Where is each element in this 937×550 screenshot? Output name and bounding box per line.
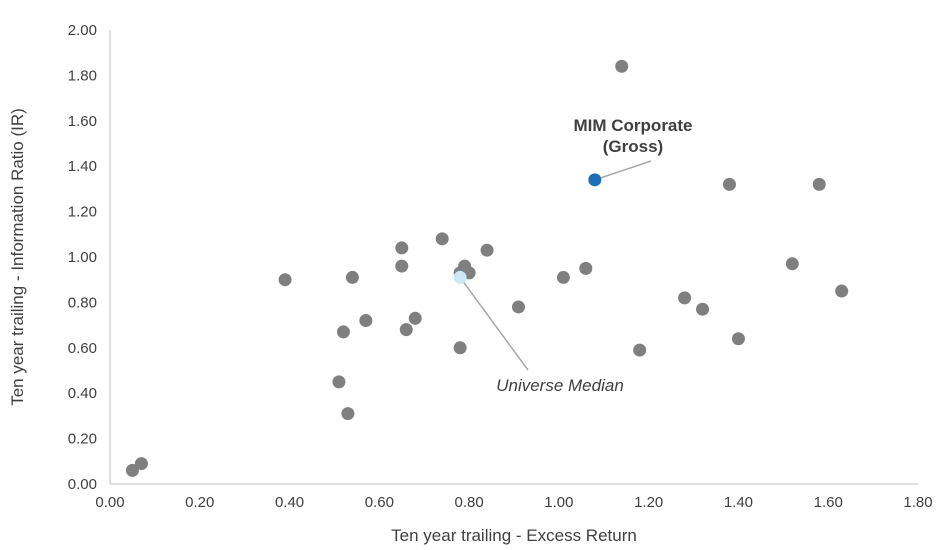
data-point	[812, 177, 826, 191]
data-point	[678, 291, 692, 305]
y-tick-label: 1.80	[68, 67, 97, 84]
x-tick-label: 0.00	[95, 494, 124, 511]
x-tick-label: 0.80	[455, 494, 484, 511]
x-tick-label: 0.60	[365, 494, 394, 511]
x-axis-title: Ten year trailing - Excess Return	[391, 526, 637, 545]
highlight-point	[453, 270, 467, 284]
x-axis-ticks: 0.00 0.20 0.40 0.60 0.80 1.00 1.20 1.40 1.60 1.80	[95, 494, 932, 511]
y-tick-label: 0.60	[68, 340, 97, 357]
data-point	[345, 270, 359, 284]
data-point	[408, 311, 422, 325]
y-tick-label: 1.60	[68, 113, 97, 130]
data-point	[278, 273, 292, 287]
data-point	[633, 343, 647, 357]
data-point	[556, 270, 570, 284]
x-tick-label: 0.40	[275, 494, 304, 511]
data-point	[332, 375, 346, 389]
y-tick-label: 1.40	[68, 158, 97, 175]
x-tick-label: 1.80	[903, 494, 932, 511]
highlight-point	[588, 173, 602, 187]
data-point	[341, 407, 355, 421]
annotations: MIM Corporate (Gross) Universe Median	[453, 116, 693, 395]
y-tick-label: 1.00	[68, 249, 97, 266]
data-point	[395, 241, 409, 255]
data-point	[134, 457, 148, 471]
data-point	[395, 259, 409, 273]
data-point	[731, 332, 745, 346]
x-tick-label: 1.40	[724, 494, 753, 511]
y-tick-label: 2.00	[68, 22, 97, 39]
data-point	[579, 261, 593, 275]
x-tick-label: 1.20	[634, 494, 663, 511]
data-point	[359, 314, 373, 328]
y-tick-label: 0.80	[68, 294, 97, 311]
data-points	[125, 59, 849, 477]
y-axis-ticks: 0.00 0.20 0.40 0.60 0.80 1.00 1.20 1.40 1.60 1.80…	[68, 22, 97, 493]
x-tick-label: 1.60	[814, 494, 843, 511]
x-tick-label: 0.20	[185, 494, 214, 511]
callout-label: Universe Median	[496, 376, 624, 395]
data-point	[615, 59, 629, 73]
data-point	[480, 243, 494, 257]
data-point	[336, 325, 350, 339]
data-point	[511, 300, 525, 314]
data-point	[125, 463, 139, 477]
data-point	[722, 177, 736, 191]
data-point	[696, 302, 710, 316]
y-tick-label: 0.20	[68, 431, 97, 448]
data-point	[835, 284, 849, 298]
data-point	[453, 341, 467, 355]
callout-label: MIM Corporate	[574, 116, 693, 135]
callout-leader-line	[594, 160, 652, 181]
callout-leader-line	[459, 276, 529, 371]
y-tick-label: 0.40	[68, 385, 97, 402]
callout-label: (Gross)	[603, 137, 663, 156]
data-point	[785, 257, 799, 271]
data-point	[399, 323, 413, 337]
data-point	[435, 232, 449, 246]
y-tick-label: 0.00	[68, 476, 97, 493]
y-axis-title: Ten year trailing - Information Ratio (I…	[8, 108, 27, 406]
x-tick-label: 1.00	[544, 494, 573, 511]
y-tick-label: 1.20	[68, 204, 97, 221]
